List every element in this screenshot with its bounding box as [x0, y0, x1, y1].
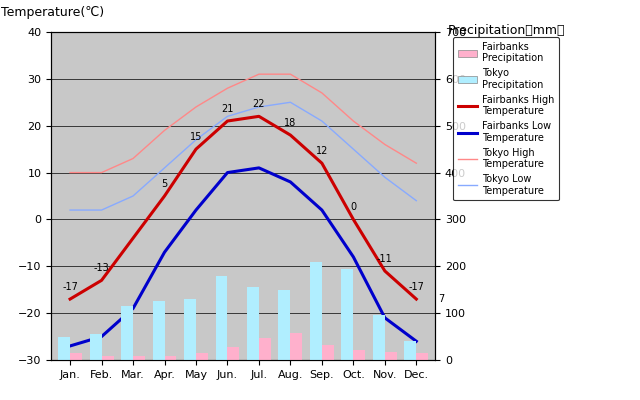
Bar	[152, 302, 164, 360]
Bar	[184, 299, 196, 360]
Text: 22: 22	[253, 99, 265, 109]
Text: 0: 0	[350, 202, 356, 212]
Bar	[385, 352, 397, 360]
Bar	[259, 338, 271, 360]
Bar	[164, 356, 177, 360]
Text: 21: 21	[221, 104, 234, 114]
Text: Precipitation（mm）: Precipitation（mm）	[448, 24, 566, 37]
Bar	[90, 334, 102, 360]
Bar	[121, 306, 133, 360]
Text: 12: 12	[316, 146, 328, 156]
Bar	[310, 262, 322, 360]
Bar	[196, 353, 208, 360]
Text: 18: 18	[284, 118, 296, 128]
Bar	[216, 276, 227, 360]
Text: 5: 5	[161, 179, 168, 189]
Bar	[102, 356, 113, 360]
Text: -17: -17	[408, 282, 424, 292]
Text: Temperature(℃): Temperature(℃)	[1, 6, 104, 19]
Text: -17: -17	[62, 282, 78, 292]
Text: 15: 15	[190, 132, 202, 142]
Text: -13: -13	[93, 263, 109, 273]
Bar	[322, 344, 334, 360]
Bar	[416, 354, 428, 360]
Bar	[247, 287, 259, 360]
Bar	[353, 350, 365, 360]
Text: 7: 7	[438, 294, 445, 304]
Bar	[227, 347, 239, 360]
Bar	[341, 269, 353, 360]
Bar	[58, 336, 70, 360]
Text: -11: -11	[377, 254, 393, 264]
Legend: Fairbanks
Precipitation, Tokyo
Precipitation, Fairbanks High
Temperature, Fairba: Fairbanks Precipitation, Tokyo Precipita…	[453, 37, 559, 200]
Bar	[404, 341, 416, 360]
Bar	[291, 333, 302, 360]
Bar	[70, 354, 82, 360]
Bar	[133, 356, 145, 360]
Bar	[373, 316, 385, 360]
Bar	[278, 290, 291, 360]
